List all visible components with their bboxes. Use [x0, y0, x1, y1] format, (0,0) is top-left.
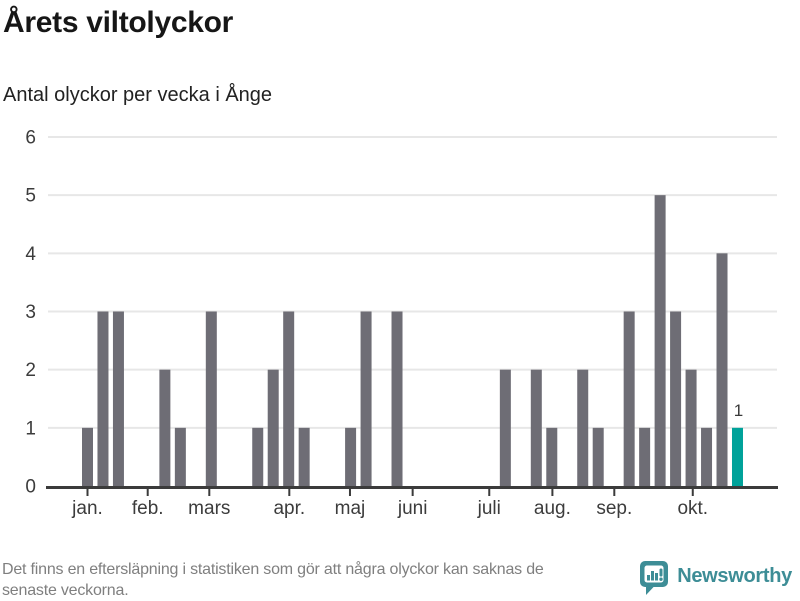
x-axis-tick: [86, 489, 89, 496]
bar: [546, 427, 558, 486]
x-axis-month-label: jan.: [71, 498, 103, 519]
page-title: Årets viltolyckor: [3, 6, 233, 39]
x-axis-tick: [488, 489, 491, 496]
bar: [577, 369, 589, 486]
bar: [267, 369, 279, 486]
x-axis-month-label: juni: [397, 498, 428, 519]
x-axis-line: [46, 486, 778, 489]
footnote: Det finns en eftersläpning i statistiken…: [2, 559, 638, 601]
bar: [345, 427, 357, 486]
x-axis-month-label: juli: [477, 498, 501, 519]
footnote-line-1: Det finns en eftersläpning i statistiken…: [2, 561, 544, 578]
bar: [639, 427, 651, 486]
bar-value-label: 1: [734, 401, 743, 420]
bar: [283, 311, 295, 486]
brand-logo[interactable]: Newsworthy: [639, 559, 792, 597]
bar: [592, 427, 604, 486]
bar: [623, 311, 635, 486]
y-axis-tick-label: 6: [25, 127, 36, 148]
bar: [391, 311, 403, 486]
footnote-line-2: senaste veckorna.: [2, 582, 129, 599]
bar: [82, 427, 93, 486]
bar: [97, 311, 109, 486]
y-axis-tick-label: 4: [25, 244, 36, 265]
bar: [159, 369, 171, 486]
bar: [112, 311, 124, 486]
bar: [670, 311, 682, 486]
bar: [205, 311, 217, 486]
bar: [360, 311, 372, 486]
x-axis-tick: [551, 489, 554, 496]
x-axis-tick: [208, 489, 211, 496]
y-axis-tick-label: 0: [25, 477, 36, 498]
x-axis-month-label: apr.: [273, 498, 305, 519]
bar-chart: 0 1 2 3 4 5 6 jan. feb. mars apr. maj juni juli aug. se…: [0, 120, 800, 525]
x-axis-tick: [146, 489, 149, 496]
brand-name: Newsworthy: [677, 564, 792, 587]
x-axis-month-label: feb.: [132, 498, 164, 519]
y-axis-tick-label: 3: [25, 302, 36, 323]
bar: [530, 369, 542, 486]
x-axis-tick: [691, 489, 694, 496]
newsworthy-chart-bubble-icon: [640, 560, 669, 595]
bar-highlight: [731, 427, 743, 486]
x-axis-tick: [613, 489, 616, 496]
bar: [701, 427, 713, 486]
y-axis-tick-label: 2: [25, 360, 36, 381]
bar: [499, 369, 511, 486]
x-axis-month-label: maj: [335, 498, 366, 519]
bar: [685, 369, 697, 486]
x-axis-month-label: aug.: [534, 498, 571, 519]
chart-subtitle: Antal olyckor per vecka i Ånge: [3, 84, 273, 106]
bar: [252, 427, 264, 486]
bar: [654, 195, 666, 486]
bar: [298, 427, 310, 486]
bar-chart-svg: 0 1 2 3 4 5 6 jan. feb. mars apr. maj juni juli aug. se…: [25, 127, 778, 519]
y-axis-tick-label: 5: [25, 186, 36, 207]
bar: [716, 253, 728, 486]
y-axis-tick-label: 1: [25, 418, 36, 439]
x-axis-tick: [288, 489, 291, 496]
x-axis-tick: [411, 489, 414, 496]
x-axis-tick: [348, 489, 351, 496]
bar: [174, 427, 186, 486]
x-axis-month-label: mars: [188, 498, 230, 519]
x-axis-month-label: okt.: [677, 498, 708, 519]
x-axis-month-label: sep.: [596, 498, 632, 519]
